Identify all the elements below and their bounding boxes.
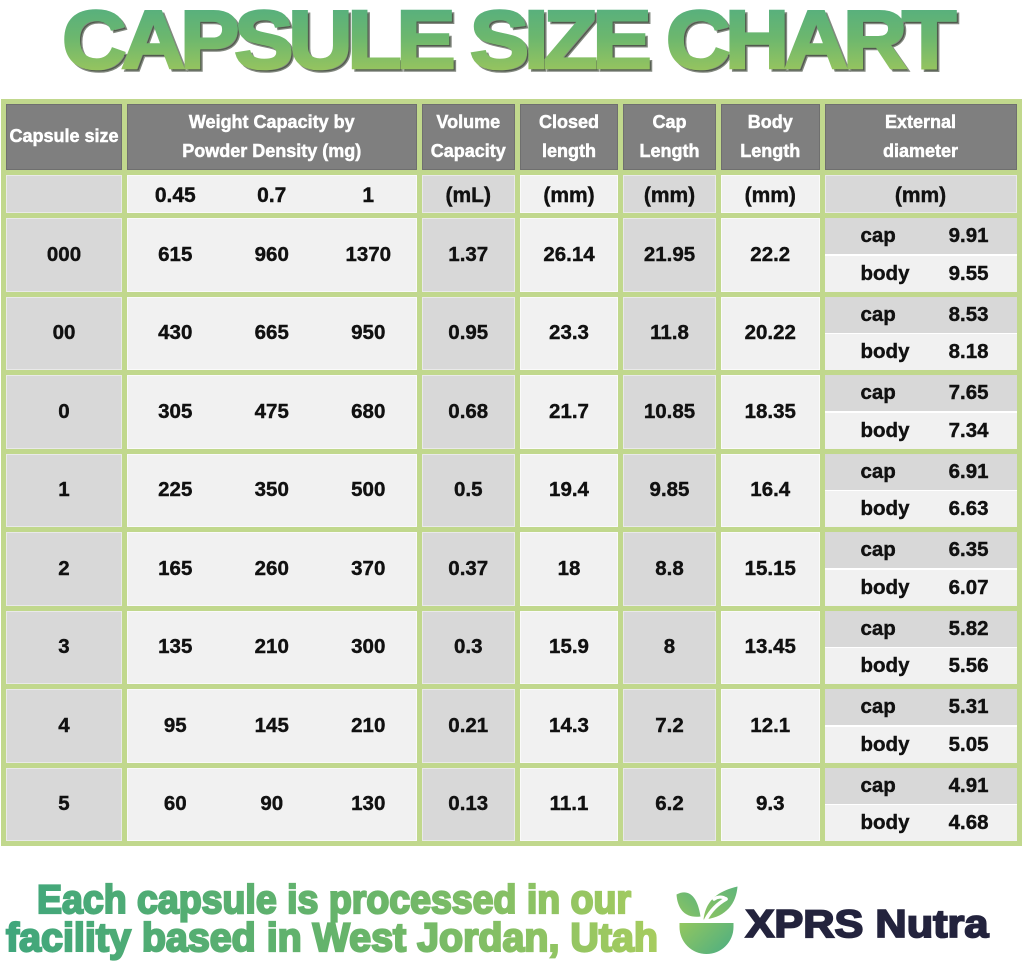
svg-text:facility based in West Jordan,: facility based in West Jordan, Utah [6,916,658,960]
svg-text:XPRS Nutra: XPRS Nutra [746,903,989,946]
svg-text:CAPSULE SIZE CHART: CAPSULE SIZE CHART [62,0,956,86]
svg-text:CAPSULE SIZE CHART: CAPSULE SIZE CHART [65,0,959,88]
svg-text:Each capsule is processed in o: Each capsule is processed in our [37,878,631,922]
